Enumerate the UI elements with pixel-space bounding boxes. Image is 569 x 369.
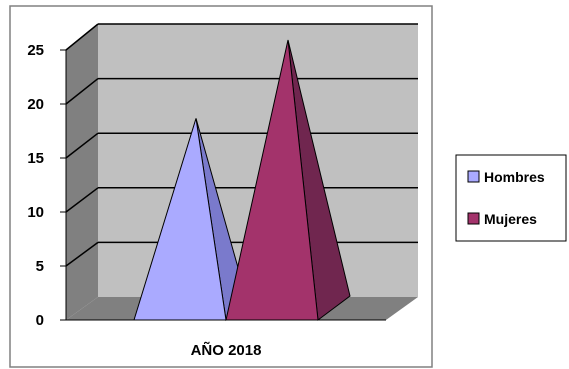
legend-label-mujeres: Mujeres <box>484 211 537 227</box>
gridline-side-5 <box>65 23 99 51</box>
x-category-label: AÑO 2018 <box>191 341 262 359</box>
side-wall <box>66 24 98 320</box>
gridline-side-2 <box>65 187 99 213</box>
y-tick-label-1: 5 <box>36 258 44 275</box>
y-tick-label-0: 0 <box>36 312 44 329</box>
legend-label-hombres: Hombres <box>484 169 545 185</box>
legend: Hombres Mujeres <box>455 154 567 242</box>
y-tick-label-3: 15 <box>27 150 44 167</box>
gridline-side-4 <box>65 78 99 105</box>
legend-box <box>455 154 567 242</box>
legend-swatch-hombres <box>467 170 480 183</box>
legend-swatch-mujeres <box>467 212 480 225</box>
gridline-side-1 <box>65 241 99 267</box>
pyramids <box>133 39 351 322</box>
y-tick-label-2: 10 <box>27 204 44 221</box>
y-tick-label-5: 25 <box>27 42 44 59</box>
gridline-side-3 <box>65 132 99 159</box>
y-axis-ticks: 0 5 10 15 20 25 <box>27 42 66 329</box>
y-tick-label-4: 20 <box>27 96 44 113</box>
